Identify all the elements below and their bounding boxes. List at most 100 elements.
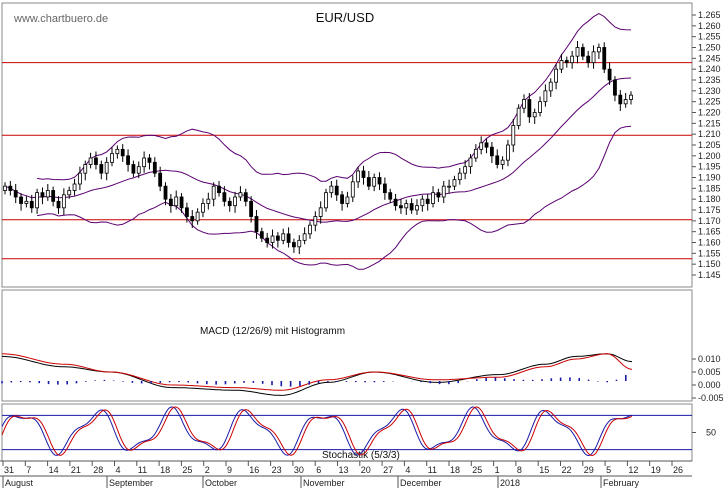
candle-body [292,242,296,248]
candle-body [564,60,569,64]
date-axis: 31 7 14 21 28 4 11 18 25 2 9 16 23 30 6 13 20 27 4 11 18 25 1 8… [2,461,683,488]
candle-body [318,207,323,217]
stochastic-panel: 50 [1,406,716,457]
candle-body [463,166,468,174]
stochastic-title: Stochastik (5/3/3) [322,450,400,461]
candle-body [377,177,382,185]
macd-title: MACD (12/26/9) mit Histogramm [200,326,345,337]
candle-body [372,177,377,187]
candle-body [308,224,312,235]
candle-body [126,155,130,165]
candle-body [265,237,270,243]
bollinger-bands [4,13,632,270]
candle-body [415,205,419,211]
candle-body [201,203,205,213]
price-tick-label: 1.215 [698,118,721,128]
candle-body [120,148,125,157]
candle-body [538,101,542,113]
candle-body [67,190,72,196]
month-label: August [5,478,34,488]
candle-body [345,196,350,204]
candle-body [586,55,591,64]
date-tick-label: 7 [26,465,31,475]
candle-body [24,200,29,204]
candle-body [302,233,307,241]
date-tick-label: 22 [562,465,572,475]
price-tick-label: 1.200 [698,151,721,161]
month-label: November [303,478,345,488]
candle-body [281,233,286,241]
chart-frame [0,2,693,477]
price-tick-label: 1.160 [698,238,721,248]
candle-body [190,216,195,222]
candle-body [511,125,516,146]
date-tick-label: 31 [4,465,14,475]
price-tick-label: 1.150 [698,259,721,269]
macd-panel: 0.010 0.005 0.000 -0.005 [1,353,723,403]
month-label: September [109,478,153,488]
date-tick-label: 2 [205,465,210,475]
date-tick-label: 16 [249,465,259,475]
candle-body [142,157,147,168]
candle-body [629,94,633,100]
month-label: December [400,478,442,488]
candle-body [366,177,371,187]
date-tick-label: 5 [606,465,611,475]
date-tick-label: 26 [673,465,683,475]
macd-tick-label: 0.000 [698,380,721,390]
date-tick-label: 12 [628,465,638,475]
stochastic-d-line [1,406,633,457]
candle-body [195,211,200,222]
candle-body [543,90,548,103]
candle-body [420,198,425,207]
candle-body [596,47,601,53]
price-tick-label: 1.145 [698,270,721,280]
candle-body [361,170,366,178]
candle-body [559,60,564,70]
price-tick-label: 1.265 [698,10,721,20]
candle-body [206,198,211,204]
price-tick-label: 1.210 [698,129,721,139]
candle-body [152,161,157,174]
price-tick-label: 1.180 [698,194,721,204]
candle-body [168,198,173,207]
price-tick-label: 1.205 [698,140,721,150]
date-tick-label: 25 [472,465,482,475]
candle-body [254,216,259,233]
price-tick-label: 1.260 [698,21,721,31]
date-tick-label: 1 [495,465,500,475]
candle-body [158,172,163,187]
candle-body [249,200,254,217]
candle-body [436,192,441,198]
date-tick-label: 14 [49,465,59,475]
date-tick-label: 30 [294,465,304,475]
date-tick-label: 21 [71,465,81,475]
date-tick-label: 25 [182,465,192,475]
candle-body [548,81,553,92]
watermark: www.chartbuero.de [13,13,108,25]
candle-body [136,166,141,174]
candle-body [163,185,168,200]
candle-body [313,216,318,226]
date-tick-label: 11 [138,465,147,475]
candle-body [425,198,430,204]
candle-body [618,94,623,105]
candle-body [506,144,510,161]
price-tick-label: 1.230 [698,86,721,96]
candle-body [29,200,34,209]
candle-body [575,47,580,57]
date-tick-label: 11 [428,465,437,475]
candle-body [3,185,7,191]
candle-body [110,153,114,163]
candle-body [613,79,617,96]
date-tick-label: 4 [405,465,410,475]
macd-tick-label: -0.005 [698,393,723,403]
candle-body [388,192,393,200]
date-tick-label: 20 [361,465,371,475]
candle-body [350,181,355,198]
price-tick-label: 1.250 [698,43,721,53]
date-tick-label: 18 [450,465,460,475]
price-tick-label: 1.175 [698,205,721,215]
